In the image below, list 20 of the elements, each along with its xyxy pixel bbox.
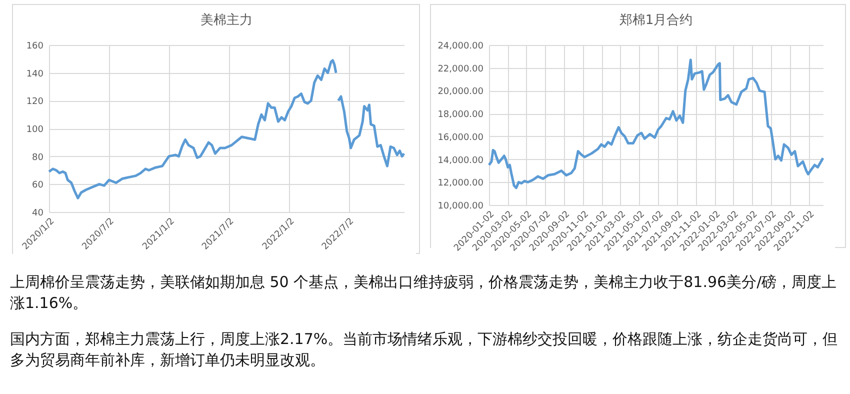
y-tick-label: 80 xyxy=(32,152,44,163)
chart-title: 美棉主力 xyxy=(200,12,252,28)
y-tick-label: 14,000.00 xyxy=(438,156,484,166)
y-tick-label: 10,000.00 xyxy=(438,202,484,212)
line-series xyxy=(488,58,824,190)
y-tick-label: 18,000.00 xyxy=(438,110,484,120)
text: 上周棉价呈震荡走势，美联储如期加息 50 个基点，美棉出口维持疲弱，价格震荡走势，美棉主力收于81.96美分/磅，周度上涨1.16%。 xyxy=(10,272,838,314)
y-tick-label: 140 xyxy=(26,69,44,80)
y-tick-label: 40 xyxy=(32,208,44,218)
text: 国内方面，郑棉主力震荡上行，周度上涨2.17%。当前市场情绪乐观，下游棉纱交投回暖，价格跟随上涨，纺企走货尚可，但多为贸易商年前补库，新增订单仍未明显改观。 xyxy=(10,329,839,371)
y-tick-label: 24,000.00 xyxy=(438,42,484,52)
y-tick-label: 20,000.00 xyxy=(438,87,484,98)
y-tick-label: 60 xyxy=(32,180,44,191)
y-tick-label: 22,000.00 xyxy=(438,64,484,74)
y-tick-label: 160 xyxy=(26,42,44,52)
y-tick-label: 12,000.00 xyxy=(438,178,484,189)
y-tick-label: 120 xyxy=(26,97,44,108)
y-tick-label: 100 xyxy=(26,125,44,135)
chart-title: 郑棉1月合约 xyxy=(619,13,693,28)
y-tick-label: 16,000.00 xyxy=(438,132,484,143)
